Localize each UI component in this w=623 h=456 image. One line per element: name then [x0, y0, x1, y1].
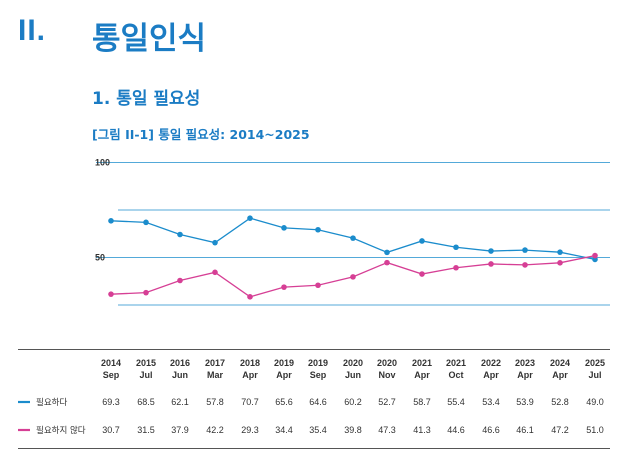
x-tick-month-12: Apr — [517, 370, 533, 380]
data-label-not-needed-12: 46.1 — [516, 425, 534, 435]
point-not-needed-12 — [522, 262, 528, 268]
data-label-not-needed-11: 46.6 — [482, 425, 500, 435]
point-not-needed-13 — [557, 260, 563, 266]
point-needed-4 — [247, 215, 253, 221]
data-label-needed-5: 65.6 — [275, 397, 293, 407]
point-not-needed-9 — [419, 271, 425, 277]
legend-label-needed: 필요하다 — [36, 397, 67, 408]
data-label-not-needed-4: 29.3 — [241, 425, 259, 435]
data-label-not-needed-0: 30.7 — [102, 425, 120, 435]
x-tick-year-0: 2014 — [101, 358, 121, 368]
data-label-needed-14: 49.0 — [586, 397, 604, 407]
x-tick-month-4: Apr — [242, 370, 258, 380]
point-needed-7 — [350, 235, 356, 241]
data-label-needed-0: 69.3 — [102, 397, 120, 407]
point-needed-11 — [488, 248, 494, 254]
point-not-needed-0 — [108, 291, 114, 297]
x-tick-month-5: Apr — [276, 370, 292, 380]
x-tick-month-2: Jun — [172, 370, 188, 380]
x-tick-year-4: 2018 — [240, 358, 260, 368]
subsection-title: 1. 통일 필요성 — [92, 89, 201, 109]
x-tick-month-10: Oct — [448, 370, 463, 380]
data-label-not-needed-14: 51.0 — [586, 425, 604, 435]
data-label-needed-11: 53.4 — [482, 397, 500, 407]
x-tick-year-7: 2020 — [343, 358, 363, 368]
legend-label-not-needed: 필요하지 않다 — [36, 425, 86, 436]
x-tick-year-1: 2015 — [136, 358, 156, 368]
data-label-needed-7: 60.2 — [344, 397, 362, 407]
x-tick-year-13: 2024 — [550, 358, 570, 368]
x-tick-month-3: Mar — [207, 370, 224, 380]
x-tick-year-14: 2025 — [585, 358, 605, 368]
section-number: II. — [18, 14, 47, 47]
data-label-not-needed-5: 34.4 — [275, 425, 293, 435]
figure-title: [그림 II-1] 통일 필요성: 2014~2025 — [92, 127, 310, 142]
x-tick-month-0: Sep — [103, 370, 120, 380]
x-tick-month-7: Jun — [345, 370, 361, 380]
data-label-needed-4: 70.7 — [241, 397, 259, 407]
point-needed-6 — [315, 226, 321, 233]
point-needed-0 — [108, 218, 114, 224]
section-title: 통일인식 — [92, 21, 207, 57]
data-label-not-needed-2: 37.9 — [171, 425, 189, 435]
x-tick-year-6: 2019 — [308, 358, 328, 368]
data-label-not-needed-6: 35.4 — [309, 425, 327, 435]
point-not-needed-5 — [281, 284, 287, 290]
x-tick-year-9: 2021 — [412, 358, 432, 368]
data-label-needed-1: 68.5 — [137, 397, 155, 407]
point-needed-1 — [143, 219, 149, 226]
x-tick-year-12: 2023 — [515, 358, 535, 368]
point-needed-10 — [453, 244, 459, 251]
x-tick-month-8: Nov — [378, 370, 395, 380]
point-needed-9 — [419, 238, 425, 244]
data-label-not-needed-9: 41.3 — [413, 425, 431, 435]
point-needed-12 — [522, 247, 528, 253]
data-label-not-needed-1: 31.5 — [137, 425, 155, 435]
point-not-needed-8 — [384, 259, 390, 266]
point-needed-8 — [384, 249, 390, 256]
x-tick-year-3: 2017 — [205, 358, 225, 368]
x-tick-month-13: Apr — [552, 370, 568, 380]
x-tick-month-14: Jul — [588, 370, 601, 380]
point-needed-13 — [557, 249, 563, 255]
data-label-needed-3: 57.8 — [206, 397, 224, 407]
x-tick-year-10: 2021 — [446, 358, 466, 368]
point-not-needed-3 — [212, 269, 218, 276]
data-label-not-needed-13: 47.2 — [551, 425, 569, 435]
data-label-not-needed-8: 47.3 — [378, 425, 396, 435]
point-needed-5 — [281, 225, 287, 231]
data-label-needed-9: 58.7 — [413, 397, 431, 407]
data-label-needed-8: 52.7 — [378, 397, 396, 407]
data-label-needed-13: 52.8 — [551, 397, 569, 407]
y-tick-label-100: 100 — [95, 158, 110, 168]
point-not-needed-11 — [488, 261, 494, 267]
point-not-needed-1 — [143, 289, 149, 296]
point-not-needed-6 — [315, 282, 321, 289]
point-needed-3 — [212, 239, 218, 246]
data-label-needed-2: 62.1 — [171, 397, 189, 407]
x-tick-month-9: Apr — [414, 370, 430, 380]
x-tick-month-6: Sep — [310, 370, 327, 380]
x-tick-year-8: 2020 — [377, 358, 397, 368]
point-not-needed-10 — [453, 264, 459, 271]
point-not-needed-7 — [350, 274, 356, 280]
data-label-needed-12: 53.9 — [516, 397, 534, 407]
point-not-needed-4 — [247, 294, 253, 300]
point-needed-2 — [177, 231, 183, 238]
data-label-needed-6: 64.6 — [309, 397, 327, 407]
point-not-needed-2 — [177, 277, 183, 284]
data-label-not-needed-7: 39.8 — [344, 425, 362, 435]
x-tick-year-11: 2022 — [481, 358, 501, 368]
x-tick-year-5: 2019 — [274, 358, 294, 368]
x-tick-year-2: 2016 — [170, 358, 190, 368]
x-tick-month-1: Jul — [139, 370, 152, 380]
data-label-not-needed-10: 44.6 — [447, 425, 465, 435]
data-label-not-needed-3: 42.2 — [206, 425, 224, 435]
point-not-needed-14 — [592, 252, 598, 259]
x-tick-month-11: Apr — [483, 370, 499, 380]
y-tick-label-50: 50 — [95, 253, 105, 263]
data-label-needed-10: 55.4 — [447, 397, 465, 407]
gridlines — [96, 162, 610, 306]
